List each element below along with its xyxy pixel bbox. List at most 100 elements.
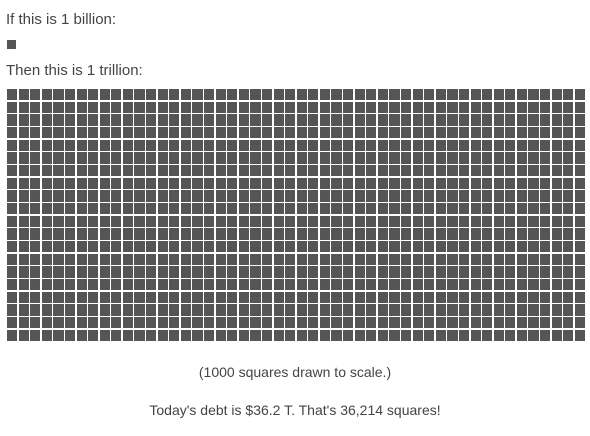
billion-square <box>493 279 504 291</box>
billion-square <box>64 253 76 265</box>
billion-square <box>204 114 215 126</box>
billion-square <box>7 253 18 265</box>
billion-square <box>273 304 284 316</box>
billion-square <box>76 152 87 164</box>
billion-square <box>412 177 423 189</box>
billion-square <box>574 266 585 278</box>
billion-square <box>574 101 585 113</box>
billion-square <box>18 177 29 189</box>
billion-square <box>528 253 539 265</box>
billion-square <box>250 101 261 113</box>
billion-square <box>157 279 168 291</box>
billion-square <box>458 165 470 177</box>
billion-square <box>412 101 423 113</box>
billion-square <box>157 215 168 227</box>
billion-square <box>238 114 249 126</box>
billion-square <box>563 114 574 126</box>
billion-square <box>76 228 87 240</box>
billion-square <box>377 317 388 329</box>
billion-square <box>366 152 377 164</box>
billion-square <box>482 291 493 303</box>
billion-square <box>146 165 157 177</box>
billion-square <box>64 127 76 139</box>
billion-square <box>366 190 377 202</box>
billion-square <box>18 101 29 113</box>
billion-square <box>343 203 354 215</box>
billion-square <box>285 253 296 265</box>
billion-square <box>88 139 99 151</box>
debt-caption: Today's debt is $36.2 T. That's 36,214 s… <box>149 402 441 418</box>
billion-square <box>250 241 261 253</box>
billion-square <box>458 215 470 227</box>
billion-square <box>470 317 481 329</box>
billion-square <box>574 304 585 316</box>
billion-square <box>540 253 551 265</box>
billion-square <box>238 291 249 303</box>
billion-square <box>215 101 226 113</box>
billion-square <box>227 279 238 291</box>
billion-square <box>111 89 122 101</box>
billion-square <box>76 139 87 151</box>
billion-square <box>88 165 99 177</box>
billion-square <box>377 203 388 215</box>
billion-square <box>424 215 435 227</box>
billion-square <box>157 266 168 278</box>
billion-square <box>424 329 435 341</box>
billion-square <box>111 241 122 253</box>
billion-square <box>134 317 145 329</box>
billion-square <box>64 89 76 101</box>
billion-square <box>400 317 412 329</box>
billion-square <box>7 304 18 316</box>
billion-square <box>204 241 215 253</box>
billion-square <box>261 304 273 316</box>
billion-square <box>308 279 319 291</box>
billion-square <box>551 241 562 253</box>
billion-square <box>319 215 331 227</box>
billion-square <box>41 114 52 126</box>
billion-square <box>238 190 249 202</box>
billion-square <box>215 190 226 202</box>
billion-square <box>516 253 528 265</box>
billion-square <box>157 152 168 164</box>
billion-square <box>424 304 435 316</box>
billion-square <box>261 177 273 189</box>
billion-square <box>273 152 284 164</box>
billion-square <box>227 253 238 265</box>
billion-square <box>354 317 365 329</box>
billion-square <box>389 279 400 291</box>
billion-square <box>563 177 574 189</box>
billion-square <box>99 329 110 341</box>
billion-square <box>111 152 122 164</box>
billion-square <box>30 101 41 113</box>
billion-square <box>354 89 365 101</box>
billion-square <box>215 266 226 278</box>
billion-square <box>354 253 365 265</box>
billion-square <box>250 291 261 303</box>
billion-square <box>528 215 539 227</box>
billion-square <box>146 190 157 202</box>
billion-square <box>227 241 238 253</box>
billion-square <box>30 215 41 227</box>
billion-square <box>331 190 342 202</box>
billion-square <box>389 215 400 227</box>
billion-square <box>122 215 134 227</box>
billion-square <box>227 304 238 316</box>
billion-square <box>458 152 470 164</box>
billion-square <box>296 89 307 101</box>
billion-square <box>18 165 29 177</box>
billion-square <box>169 139 180 151</box>
billion-square <box>493 228 504 240</box>
billion-square <box>180 241 191 253</box>
billion-square <box>366 165 377 177</box>
billion-square <box>458 266 470 278</box>
billion-square <box>435 127 446 139</box>
billion-square <box>412 253 423 265</box>
billion-square <box>516 317 528 329</box>
billion-square <box>7 203 18 215</box>
billion-square <box>319 266 331 278</box>
billion-square <box>99 228 110 240</box>
billion-square <box>389 291 400 303</box>
billion-square <box>146 139 157 151</box>
billion-square <box>192 317 203 329</box>
billion-square <box>157 317 168 329</box>
